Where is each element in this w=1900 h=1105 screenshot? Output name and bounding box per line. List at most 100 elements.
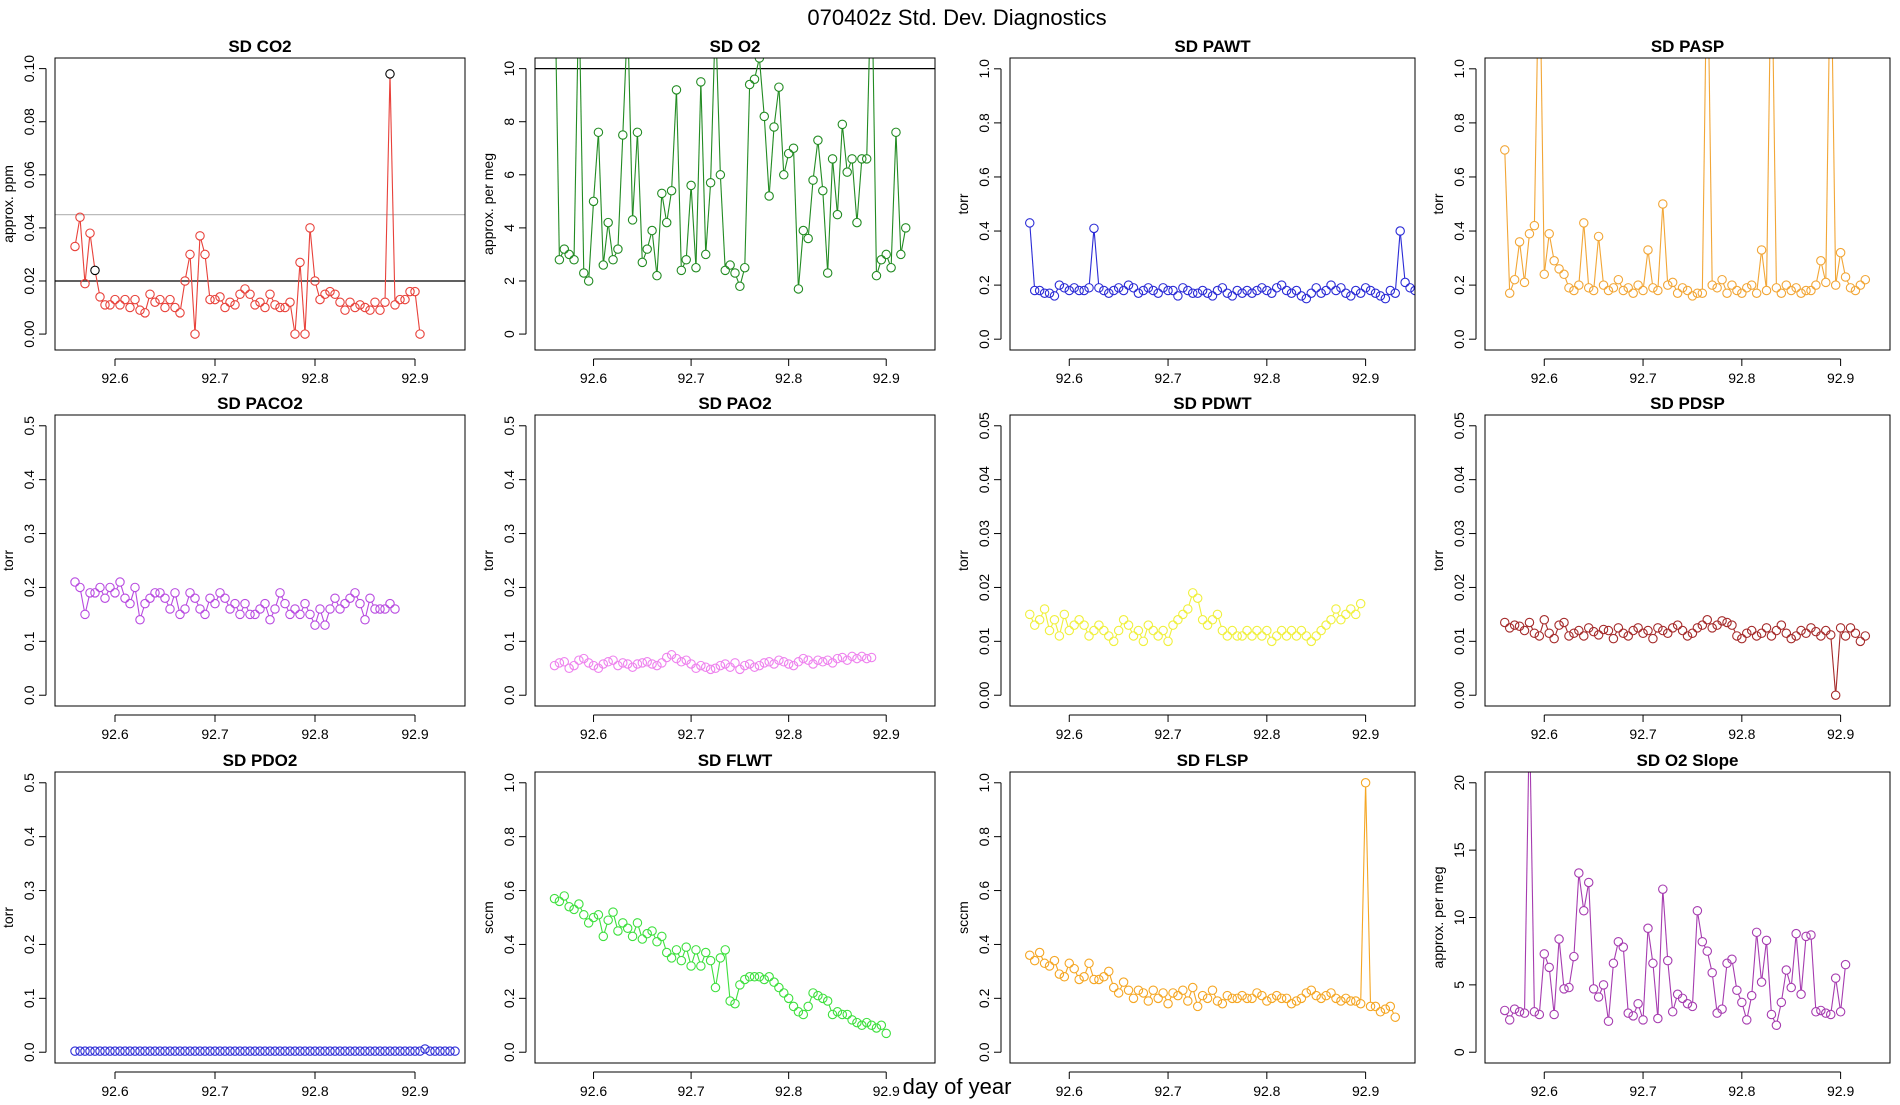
data-point <box>1203 289 1211 297</box>
data-point <box>276 303 284 311</box>
data-point <box>804 1002 812 1010</box>
data-point <box>1213 997 1221 1005</box>
data-point <box>1253 286 1261 294</box>
data-point <box>236 1047 244 1055</box>
data-point <box>1337 284 1345 292</box>
data-point <box>1327 989 1335 997</box>
series-line <box>628 20 633 216</box>
series-line <box>1540 958 1544 1010</box>
data-point <box>1644 626 1652 634</box>
data-point <box>1065 286 1073 294</box>
data-point <box>1673 289 1681 297</box>
data-point <box>296 1047 304 1055</box>
data-point <box>1193 594 1201 602</box>
data-point <box>1035 616 1043 624</box>
series-line <box>1515 246 1519 276</box>
data-point <box>321 1047 329 1055</box>
data-point <box>336 1047 344 1055</box>
series-line <box>849 163 851 168</box>
data-point <box>1218 284 1226 292</box>
data-point <box>106 301 114 309</box>
data-point <box>351 589 359 597</box>
series-line <box>1713 977 1717 1009</box>
data-point <box>565 903 573 911</box>
data-point <box>126 1047 134 1055</box>
data-point <box>1580 632 1588 640</box>
data-point <box>1703 947 1711 955</box>
data-point <box>96 1047 104 1055</box>
data-point <box>336 605 344 613</box>
data-point <box>726 997 734 1005</box>
panel-title: SD PAO2 <box>698 394 771 413</box>
y-tick-label: 0.0 <box>501 685 517 705</box>
y-tick-label: 0.2 <box>21 578 37 598</box>
x-tick-label: 92.8 <box>301 370 328 386</box>
data-point <box>863 1018 871 1026</box>
data-point <box>331 290 339 298</box>
data-point <box>431 1047 439 1055</box>
data-point <box>1139 286 1147 294</box>
data-point <box>261 303 269 311</box>
y-tick-label: 8 <box>501 118 517 126</box>
data-point <box>1292 632 1300 640</box>
data-point <box>121 594 129 602</box>
data-point <box>853 654 861 662</box>
data-point <box>1659 885 1667 893</box>
y-tick-label: 0.02 <box>1451 574 1467 601</box>
series-line <box>1674 998 1677 1007</box>
data-point <box>1371 289 1379 297</box>
data-point <box>1386 286 1394 294</box>
data-point <box>1614 276 1622 284</box>
data-point <box>1302 989 1310 997</box>
data-point <box>1856 281 1864 289</box>
data-point <box>614 661 622 669</box>
data-point <box>161 594 169 602</box>
data-point <box>794 1008 802 1016</box>
data-point <box>96 583 104 591</box>
data-point <box>604 658 612 666</box>
data-point <box>1198 616 1206 624</box>
series-line <box>1550 972 1554 1011</box>
data-point <box>1277 281 1285 289</box>
series-line <box>1525 720 1530 1009</box>
data-point <box>1026 219 1034 227</box>
series-line <box>176 597 179 610</box>
series-line <box>1831 982 1835 1010</box>
data-point <box>1599 281 1607 289</box>
data-point <box>1545 963 1553 971</box>
data-point <box>1530 629 1538 637</box>
data-point <box>216 293 224 301</box>
data-point <box>1307 289 1315 297</box>
series-line <box>1757 936 1761 977</box>
data-point <box>131 295 139 303</box>
data-point <box>1762 624 1770 632</box>
y-tick-label: 0.2 <box>21 935 37 955</box>
data-point <box>391 1047 399 1055</box>
data-point <box>1114 989 1122 997</box>
series-line <box>316 285 319 295</box>
data-point <box>1356 289 1364 297</box>
data-point <box>1203 621 1211 629</box>
data-point <box>1090 975 1098 983</box>
data-point <box>361 616 369 624</box>
series-line <box>1189 991 1191 997</box>
data-point <box>116 578 124 586</box>
data-point <box>366 594 374 602</box>
series-line <box>711 965 714 984</box>
data-point <box>1095 621 1103 629</box>
series-line <box>604 227 608 261</box>
data-point <box>1100 626 1108 634</box>
data-point <box>166 295 174 303</box>
series-line <box>1644 254 1648 286</box>
series-line <box>76 221 80 242</box>
data-point <box>1352 997 1360 1005</box>
y-tick-label: 0.00 <box>1451 681 1467 708</box>
data-point <box>226 298 234 306</box>
data-point <box>1268 994 1276 1002</box>
x-tick-label: 92.7 <box>1629 726 1656 742</box>
series-line <box>605 924 607 932</box>
data-point <box>1841 632 1849 640</box>
